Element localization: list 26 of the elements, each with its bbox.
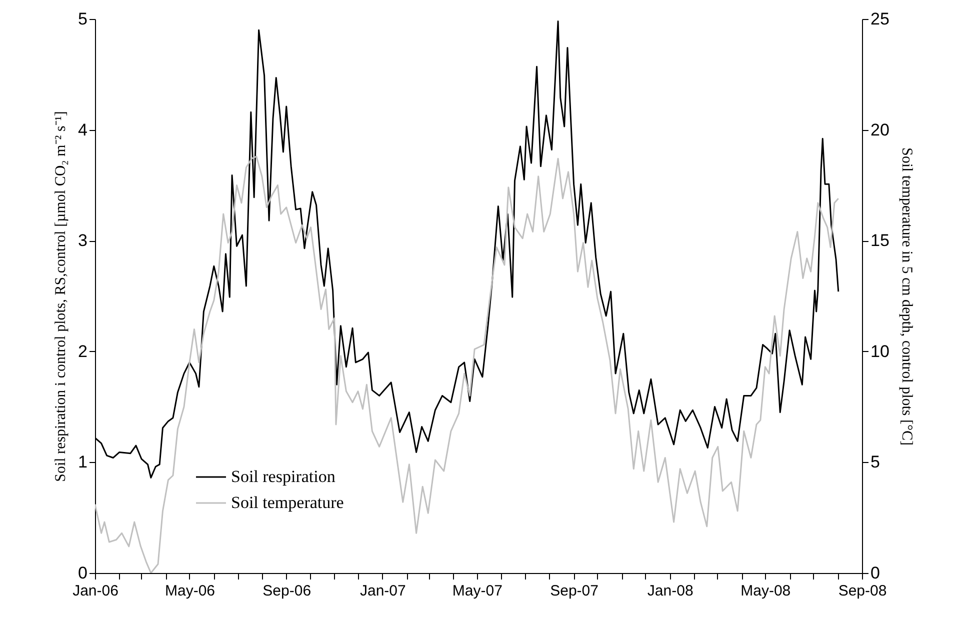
y-tick-label: 5 xyxy=(78,10,88,28)
y-axis-title: Soil respiration i control plots, RS,control [µmol CO₂ m⁻² s⁻¹] xyxy=(53,111,70,482)
y-tick-label: 1 xyxy=(78,452,88,472)
legend-label: Soil respiration xyxy=(231,467,336,486)
x-tick-label: May-07 xyxy=(452,582,502,600)
y2-tick-label: 20 xyxy=(870,120,890,140)
y2-tick-label: 10 xyxy=(870,342,890,361)
x-tick-label: Jan-06 xyxy=(72,582,118,600)
legend-label: Soil temperature xyxy=(231,493,344,512)
y-tick-label: 2 xyxy=(78,342,88,361)
x-tick-label: May-08 xyxy=(740,582,791,600)
x-tick-label: Jan-07 xyxy=(360,582,406,600)
x-tick-label: Sep-07 xyxy=(550,582,598,600)
y-tick-label: 3 xyxy=(78,231,88,250)
y2-tick-label: 5 xyxy=(870,452,880,472)
x-tick-label: Jan-08 xyxy=(647,582,694,600)
y2-axis-title: Soil temperature in 5 cm depth, control plots [°C] xyxy=(898,147,914,446)
line-series xyxy=(95,156,840,573)
y2-tick-label: 15 xyxy=(870,231,890,250)
y-tick-label: 4 xyxy=(78,120,88,140)
x-tick-label: Sep-06 xyxy=(262,582,312,600)
x-tick-label: Sep-08 xyxy=(838,582,887,600)
y2-tick-label: 25 xyxy=(870,10,890,28)
y-tick-label: 0 xyxy=(78,564,88,582)
y2-tick-label: 0 xyxy=(870,564,880,582)
x-tick-label: May-06 xyxy=(164,582,216,600)
